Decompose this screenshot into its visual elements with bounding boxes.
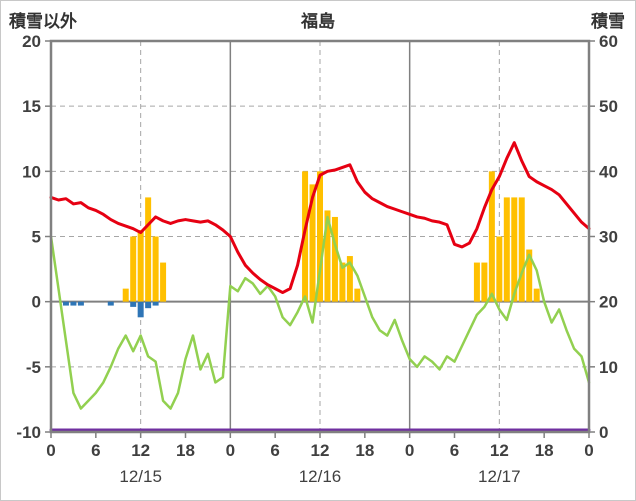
left-tick-label: 10 [22, 162, 41, 181]
bar-blue-bars [152, 301, 159, 306]
bar-orange-bars [346, 256, 353, 302]
x-tick-label: 12 [131, 441, 150, 460]
bar-orange-bars [152, 236, 159, 302]
bar-orange-bars [533, 288, 540, 302]
day-label: 12/15 [119, 467, 162, 486]
left-tick-label: 20 [22, 32, 41, 51]
x-tick-label: 18 [176, 441, 195, 460]
x-tick-label: 12 [490, 441, 509, 460]
bar-orange-bars [488, 171, 495, 302]
right-tick-label: 40 [599, 162, 618, 181]
line-green-line [49, 215, 591, 410]
bar-orange-bars [354, 288, 361, 302]
left-tick-label: 15 [22, 97, 41, 116]
x-tick-label: 0 [584, 441, 593, 460]
bar-blue-bars [62, 301, 69, 306]
bar-orange-bars [324, 210, 331, 302]
x-tick-label: 6 [270, 441, 279, 460]
x-tick-label: 6 [91, 441, 100, 460]
left-axis-title: 積雪以外 [9, 12, 77, 31]
bar-orange-bars [339, 262, 346, 302]
bar-orange-bars [122, 288, 129, 302]
bar-orange-bars [473, 262, 480, 302]
x-tick-label: 18 [355, 441, 374, 460]
left-tick-label: -5 [26, 358, 41, 377]
right-axis-title: 積雪 [591, 12, 625, 31]
bar-orange-bars [130, 236, 137, 302]
left-tick-label: 0 [32, 293, 41, 312]
bar-orange-bars [160, 262, 167, 302]
x-tick-label: 18 [535, 441, 554, 460]
bar-blue-bars [137, 301, 144, 318]
bar-blue-bars [77, 301, 84, 306]
right-tick-label: 10 [599, 358, 618, 377]
line-red-line [49, 141, 591, 295]
day-label: 12/16 [299, 467, 342, 486]
x-tick-label: 0 [46, 441, 55, 460]
bar-orange-bars [511, 197, 518, 302]
x-tick-label: 0 [226, 441, 235, 460]
bar-blue-bars [130, 301, 137, 307]
left-tick-label: 5 [32, 228, 41, 247]
right-tick-label: 30 [599, 228, 618, 247]
bar-orange-bars [309, 184, 316, 302]
bar-orange-bars [503, 197, 510, 302]
bar-orange-bars [145, 197, 152, 302]
bar-blue-bars [70, 301, 77, 306]
right-tick-label: 20 [599, 293, 618, 312]
chart-title: 福島 [301, 12, 335, 31]
bar-orange-bars [496, 236, 503, 302]
x-tick-label: 0 [405, 441, 414, 460]
left-tick-label: -10 [16, 423, 41, 442]
x-tick-label: 6 [450, 441, 459, 460]
bar-orange-bars [526, 249, 533, 302]
bar-blue-bars [145, 301, 152, 309]
bar-orange-bars [518, 197, 525, 302]
day-label: 12/17 [478, 467, 521, 486]
bar-orange-bars [331, 216, 338, 302]
x-tick-label: 12 [311, 441, 330, 460]
right-tick-label: 60 [599, 32, 618, 51]
bar-orange-bars [481, 262, 488, 302]
right-tick-label: 0 [599, 423, 608, 442]
bar-orange-bars [137, 229, 144, 302]
bar-orange-bars [317, 171, 323, 302]
right-tick-label: 50 [599, 97, 618, 116]
bar-blue-bars [107, 301, 114, 306]
